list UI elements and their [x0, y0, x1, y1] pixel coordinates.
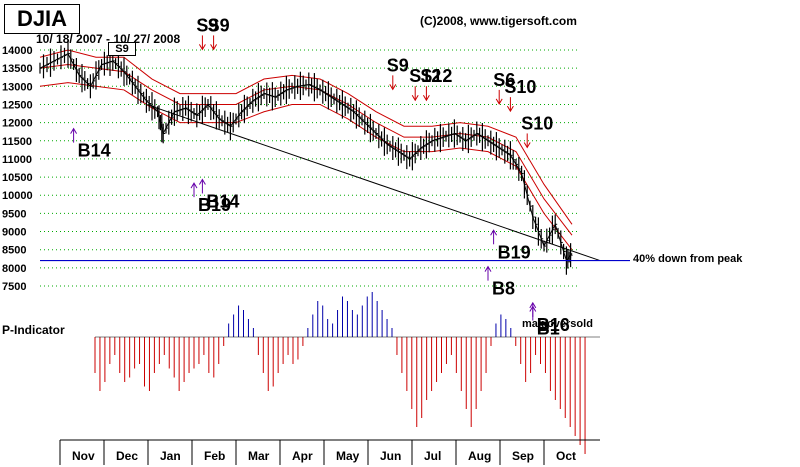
month-label: Nov [72, 449, 95, 463]
month-label: May [336, 449, 360, 463]
buy-signal-label: B19 [198, 195, 231, 215]
y-tick-label: 8000 [2, 263, 26, 275]
sell-signal-label: S9 [208, 15, 230, 35]
buy-signal-label: B16 [537, 315, 570, 335]
sell-signal-label: S10 [521, 113, 553, 133]
sell-signal-label: S10 [504, 77, 536, 97]
sell-signal-label: S12 [420, 66, 452, 86]
buy-arrowhead [529, 305, 537, 312]
sell-signal-label: S12 [409, 66, 441, 86]
sell-signal-label: S9 [387, 55, 409, 75]
sell-arrowhead [411, 94, 419, 102]
y-tick-label: 10000 [2, 190, 33, 202]
y-tick-label: 9500 [2, 208, 26, 220]
sell-arrowhead [523, 142, 531, 149]
buy-arrowhead [190, 182, 198, 189]
y-tick-label: 12500 [2, 99, 33, 111]
y-tick-label: 13500 [2, 63, 33, 75]
month-label: Jul [424, 449, 441, 463]
sell-arrowhead [389, 84, 397, 91]
peak-label: 40% down from peak [633, 253, 743, 265]
month-label: Dec [116, 449, 138, 463]
sell-arrowhead [495, 98, 503, 105]
buy-signal-label: B14 [78, 141, 111, 161]
y-tick-label: 11500 [2, 136, 32, 148]
month-label: Apr [292, 449, 313, 463]
buy-signal-label: B19 [498, 242, 531, 262]
month-label: Mar [248, 449, 270, 463]
copyright: (C)2008, www.tigersoft.com [420, 14, 577, 28]
chart-title: DJIA [4, 4, 80, 34]
y-tick-label: 10500 [2, 172, 33, 184]
y-tick-label: 11000 [2, 154, 32, 166]
month-label: Sep [512, 449, 534, 463]
sell-arrowhead [506, 105, 514, 113]
y-tick-label: 8500 [2, 245, 26, 257]
month-label: Aug [468, 449, 491, 463]
buy-arrowhead [70, 127, 78, 134]
buy-arrowhead [484, 265, 492, 272]
sell-arrowhead [210, 44, 218, 51]
upper-band [39, 49, 573, 225]
sell-signal-label: S6 [493, 70, 515, 90]
y-tick-label: 9000 [2, 227, 26, 239]
buy-arrowhead [529, 301, 537, 309]
sell-arrowhead [198, 44, 206, 51]
buy-signal-label: B14 [206, 191, 239, 211]
y-tick-label: 12000 [2, 118, 33, 130]
buy-signal-label: B8 [492, 279, 515, 299]
sell-arrowhead [422, 94, 430, 102]
y-tick-label: 13000 [2, 81, 33, 93]
buy-signal-label: B1 [537, 319, 560, 339]
price-line [39, 52, 573, 262]
month-label: Feb [204, 449, 225, 463]
date-range: 10/ 18/ 2007 - 10/ 27/ 2008 [36, 32, 181, 46]
buy-arrowhead [490, 229, 498, 236]
p-indicator-label: P-Indicator [2, 323, 65, 337]
month-label: Jan [160, 449, 181, 463]
s9-box: S9 [108, 42, 136, 56]
lower-band [39, 82, 573, 250]
trend-line [146, 103, 601, 262]
y-tick-label: 14000 [2, 45, 33, 57]
sell-signal-label: S9 [196, 15, 218, 35]
month-label: Jun [380, 449, 401, 463]
max-oversold-label: max.oversold [522, 318, 593, 330]
y-tick-label: 7500 [2, 281, 26, 293]
buy-arrowhead [198, 178, 206, 185]
month-label: Oct [556, 449, 576, 463]
